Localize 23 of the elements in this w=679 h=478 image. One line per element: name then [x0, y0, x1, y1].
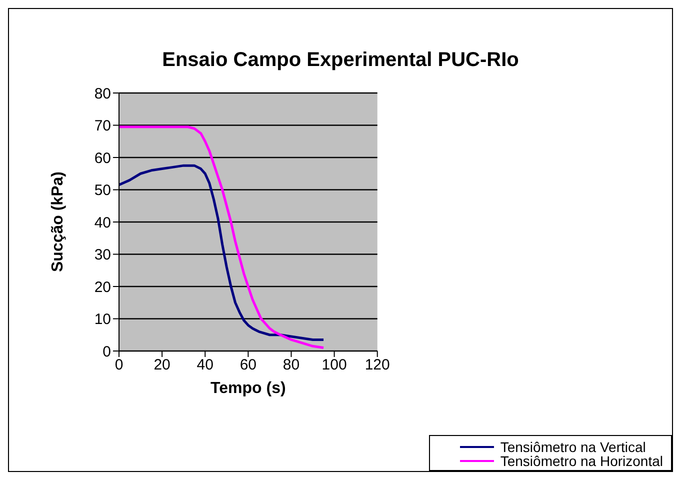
legend-label: Tensiômetro na Horizontal — [500, 453, 663, 469]
y-tick-label: 80 — [94, 85, 111, 102]
x-tick-label: 80 — [282, 356, 300, 374]
x-tick-label: 0 — [114, 356, 124, 374]
y-tick-label: 20 — [94, 278, 111, 296]
y-tick-label: 70 — [94, 118, 111, 135]
x-tick-label: 20 — [154, 356, 170, 374]
y-tick-label: 60 — [94, 150, 111, 167]
y-tick-label: 10 — [94, 311, 111, 328]
line-series — [119, 164, 325, 341]
y-tick-label: 0 — [102, 343, 111, 360]
x-tick-label: 40 — [196, 356, 214, 374]
y-tick-label: 30 — [94, 246, 111, 264]
x-tick-label: 100 — [322, 356, 347, 374]
line-series — [119, 126, 325, 350]
x-axis-title: Tempo (s) — [210, 380, 286, 397]
y-tick-label: 50 — [94, 182, 111, 200]
x-tick-label: 60 — [240, 356, 257, 374]
y-tick-label: 40 — [94, 214, 111, 232]
chart-title: Ensaio Campo Experimental PUC-RIo — [161, 49, 520, 72]
y-axis-title: Sucção (kPa) — [50, 172, 67, 272]
x-tick-label: 120 — [364, 356, 390, 374]
legend-label: Tensiômetro na Vertical — [500, 439, 646, 455]
